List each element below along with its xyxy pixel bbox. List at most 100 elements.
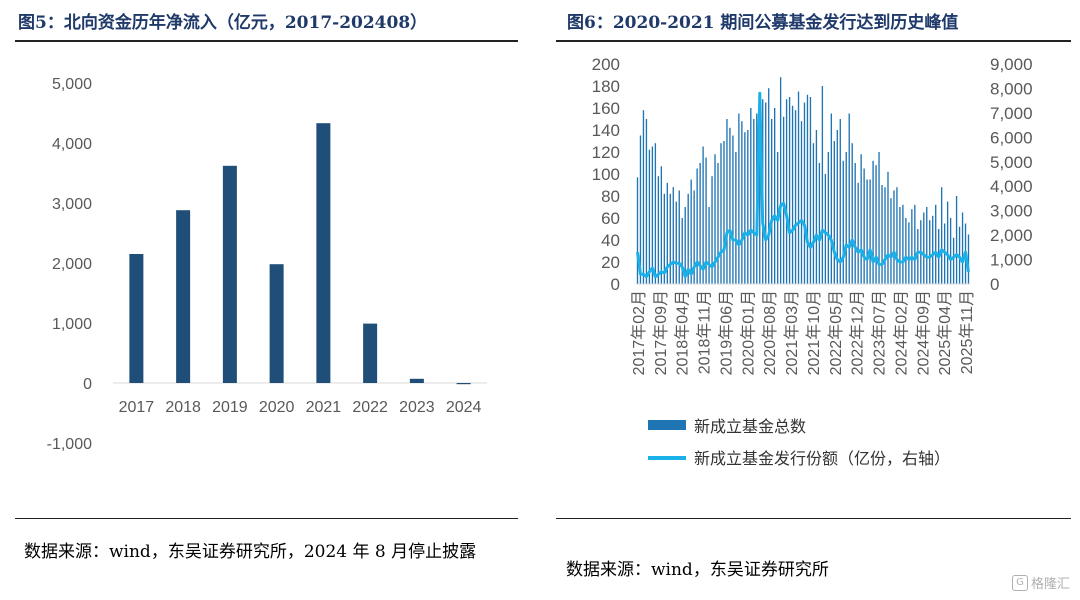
count-bar	[899, 207, 901, 284]
count-bar	[773, 108, 776, 284]
count-bar	[696, 168, 698, 284]
count-bar	[940, 187, 943, 284]
count-bar	[765, 102, 767, 284]
x-tick-label: 2018年11月	[696, 290, 714, 374]
count-bar	[946, 201, 949, 284]
count-bar	[821, 86, 824, 284]
count-bar	[932, 215, 934, 284]
count-bar	[785, 99, 788, 284]
y-tick-label: -1,000	[47, 436, 92, 453]
count-bar	[955, 196, 958, 284]
count-bar	[803, 102, 806, 284]
right-y-tick-label: 1,000	[990, 251, 1033, 270]
count-bar	[949, 218, 952, 284]
count-bar	[753, 119, 755, 284]
count-bar	[854, 163, 856, 284]
count-bar	[809, 97, 812, 284]
count-bar	[708, 207, 710, 284]
legend-label-count: 新成立基金总数	[694, 417, 806, 436]
x-tick-label: 2021年10月	[805, 290, 823, 375]
x-tick-label: 2022年05月	[827, 290, 845, 375]
y-tick-label: 1,000	[52, 316, 92, 333]
count-bar	[690, 179, 692, 284]
bar-2021	[316, 123, 331, 383]
count-bar	[905, 218, 907, 284]
left-y-tick-label: 180	[592, 77, 620, 96]
count-bar	[744, 132, 746, 284]
bar-2017	[129, 254, 144, 383]
count-bar	[693, 190, 695, 284]
left-source-rule	[15, 518, 518, 519]
count-bar	[842, 160, 844, 284]
x-tick-label: 2024年09月	[914, 290, 932, 375]
count-bar	[687, 193, 689, 284]
right-y-tick-label: 7,000	[990, 104, 1033, 123]
count-bar	[657, 176, 660, 284]
watermark: G 格隆汇	[1011, 573, 1070, 592]
count-bar	[639, 135, 642, 284]
watermark-label: 格隆汇	[1030, 577, 1070, 592]
count-bar	[768, 88, 770, 284]
count-bar	[824, 174, 827, 284]
right-y-tick-label: 8,000	[990, 79, 1033, 98]
left-y-tick-label: 80	[601, 187, 620, 206]
count-bar	[717, 163, 719, 284]
count-bar	[711, 176, 713, 284]
count-bar	[779, 77, 782, 284]
count-bar	[797, 91, 800, 284]
right-y-tick-label: 2,000	[990, 226, 1033, 245]
count-bar	[669, 193, 671, 284]
left-y-tick-label: 60	[601, 209, 620, 228]
legend-bar-swatch	[648, 420, 686, 430]
left-y-tick-label: 0	[611, 275, 620, 294]
count-bar	[699, 163, 701, 284]
x-tick-label: 2022	[352, 399, 388, 416]
count-bar	[741, 121, 743, 284]
count-bar	[893, 190, 895, 284]
count-bar	[675, 201, 677, 284]
right-title-rule	[556, 40, 1071, 42]
count-bar	[651, 146, 654, 284]
y-tick-label: 3,000	[52, 196, 92, 213]
x-tick-label: 2020	[259, 399, 295, 416]
bar-2020	[269, 264, 284, 383]
count-bar	[866, 179, 868, 284]
left-title-rule	[15, 40, 518, 42]
legend-label-amount: 新成立基金发行份额（亿份，右轴）	[694, 449, 950, 468]
count-bar	[812, 143, 815, 284]
count-bar	[911, 209, 913, 284]
x-tick-label: 2024年02月	[892, 290, 910, 375]
count-bar	[791, 105, 794, 284]
left-y-tick-label: 140	[592, 121, 620, 140]
count-bar	[884, 187, 886, 284]
bar-2018	[176, 210, 191, 383]
x-tick-label: 2017	[119, 399, 155, 416]
count-bar	[914, 204, 916, 284]
count-bar	[929, 220, 931, 284]
count-bar	[926, 207, 928, 284]
bar-2022	[363, 323, 378, 383]
count-bar	[794, 110, 797, 284]
x-tick-label: 2017年02月	[630, 290, 648, 375]
x-tick-label: 2019	[212, 399, 248, 416]
x-tick-label: 2021	[306, 399, 342, 416]
count-bar	[747, 130, 749, 284]
net-inflow-bar-chart: -1,000 0 1,000 2,000 3,000 4,000 5,000 2017 2018…	[47, 76, 487, 453]
count-bar	[839, 119, 841, 284]
left-y-tick-label: 200	[592, 55, 620, 74]
bar-2023	[409, 378, 424, 383]
count-bar	[935, 204, 937, 284]
right-y-tick-label: 4,000	[990, 177, 1033, 196]
count-bar	[654, 143, 657, 284]
count-bar	[908, 222, 910, 284]
count-bar	[729, 127, 731, 284]
count-bar	[738, 113, 740, 284]
right-y-tick-label: 5,000	[990, 153, 1033, 172]
x-tick-label: 2024	[446, 399, 482, 416]
amount-line	[636, 91, 970, 279]
y-tick-label: 5,000	[52, 76, 92, 93]
count-bar	[833, 141, 835, 284]
bar-2019	[222, 165, 237, 383]
count-bar	[881, 185, 883, 284]
right-y-tick-label: 6,000	[990, 128, 1033, 147]
